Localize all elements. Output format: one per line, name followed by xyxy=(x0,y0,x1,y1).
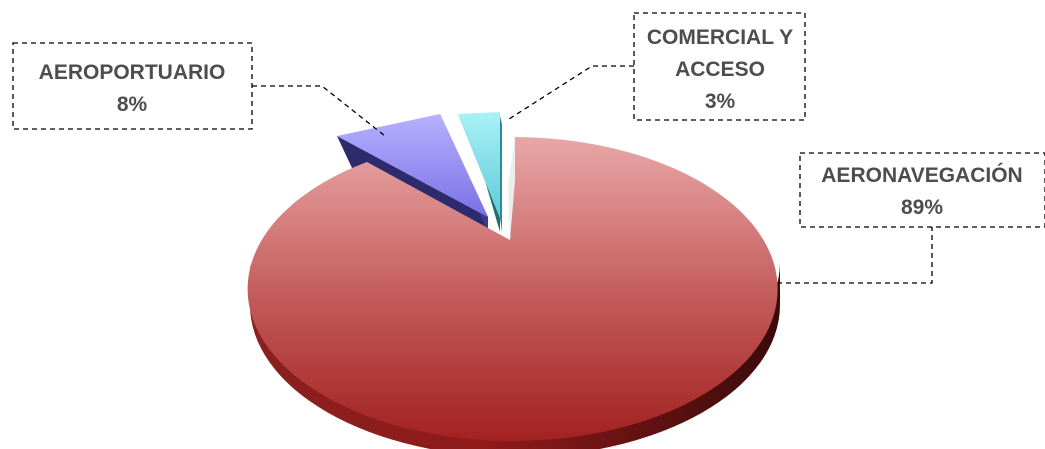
slice-aeronavegacion-inner xyxy=(508,137,515,240)
label-aeroportuario-value: 8% xyxy=(117,93,148,116)
slice-aeronavegacion xyxy=(247,137,778,441)
label-comercial-value: 3% xyxy=(705,90,736,113)
slice-comercial xyxy=(458,112,500,218)
leader-line-comercial xyxy=(505,65,634,122)
data-label-aeronavegacion: AERONAVEGACIÓN 89% xyxy=(799,152,1045,228)
leader-line-aeronavegacion xyxy=(778,226,933,284)
label-aeronavegacion-name: AERONAVEGACIÓN xyxy=(821,163,1022,187)
slice-comercial-inner xyxy=(500,116,502,232)
label-aeronavegacion-value: 89% xyxy=(901,196,943,219)
data-label-aeroportuario: AEROPORTUARIO 8% xyxy=(12,42,253,130)
label-comercial-name-line2: ACCESO xyxy=(675,58,765,81)
data-label-comercial: COMERCIAL Y ACCESO 3% xyxy=(633,12,806,121)
label-comercial-name-line1: COMERCIAL Y xyxy=(647,26,793,49)
leader-line-aeroportuario xyxy=(252,85,386,137)
slice-aeroportuario xyxy=(337,114,488,217)
label-aeroportuario-name: AEROPORTUARIO xyxy=(39,61,226,84)
